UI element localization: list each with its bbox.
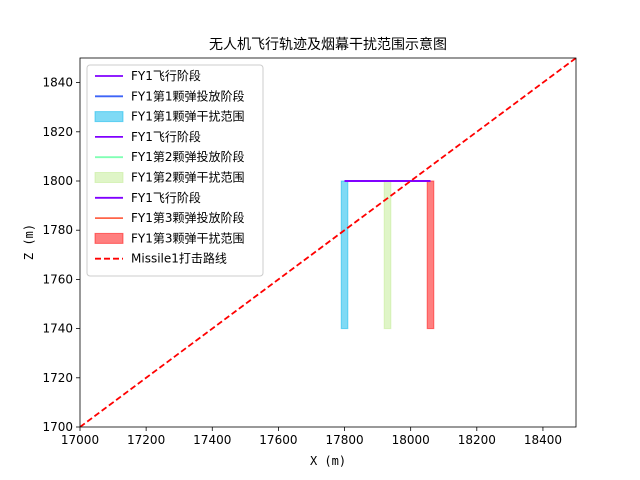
y-tick-label-3: 1760 [42, 272, 73, 286]
x-tick-label-1: 17200 [127, 433, 165, 447]
y-tick-label-6: 1820 [42, 125, 73, 139]
chart-title: 无人机飞行轨迹及烟幕干扰范围示意图 [209, 36, 447, 53]
legend-label-3: FY1飞行阶段 [131, 129, 201, 144]
y-axis-label: Z (m) [22, 224, 36, 260]
legend-label-5: FY1第2颗弹干扰范围 [131, 171, 245, 185]
x-tick-label-0: 17000 [61, 433, 99, 447]
series-band-5 [383, 180, 392, 330]
legend-swatch-8 [94, 232, 124, 244]
axes: 17000 17200 17400 17600 17800 18000 18200 18400… [42, 57, 577, 447]
legend-label-7: FY1第3颗弹投放阶段 [131, 210, 245, 225]
y-tick-label-1: 1720 [42, 371, 73, 385]
y-tick-label-5: 1800 [42, 174, 73, 188]
x-tick-label-5: 18000 [392, 433, 430, 447]
y-tick-label-4: 1780 [42, 223, 73, 237]
plot-marks [80, 58, 576, 427]
legend-box [86, 64, 264, 277]
legend-label-4: FY1第2颗弹投放阶段 [131, 149, 245, 164]
series-band-2 [340, 180, 349, 330]
x-tick-label-6: 18200 [458, 433, 496, 447]
legend: FY1飞行阶段 FY1第1颗弹投放阶段 FY1第1颗弹干扰范围 FY1飞行阶段 FY1第… [86, 64, 264, 277]
plot-area [80, 58, 576, 427]
x-axis-label: X (m) [310, 454, 346, 468]
x-tick-label-4: 17800 [325, 433, 363, 447]
series-dashed-9 [80, 58, 576, 427]
x-tick-label-7: 18400 [524, 433, 562, 447]
series-band-8 [426, 180, 435, 330]
legend-label-0: FY1飞行阶段 [131, 68, 201, 83]
legend-label-1: FY1第1颗弹投放阶段 [131, 88, 245, 103]
legend-label-9: Missile1打击路线 [131, 251, 227, 266]
legend-swatch-5 [94, 172, 124, 183]
y-tick-label-0: 1700 [42, 420, 73, 434]
legend-label-2: FY1第1颗弹干扰范围 [131, 110, 245, 124]
plot-frame [79, 57, 577, 428]
legend-label-8: FY1第3颗弹干扰范围 [131, 231, 245, 245]
y-tick-label-2: 1740 [42, 322, 73, 336]
legend-swatch-2 [94, 111, 124, 123]
x-tick-label-3: 17600 [259, 433, 297, 447]
legend-label-6: FY1飞行阶段 [131, 190, 201, 205]
y-tick-label-7: 1840 [42, 76, 73, 90]
x-tick-label-2: 17400 [193, 433, 231, 447]
